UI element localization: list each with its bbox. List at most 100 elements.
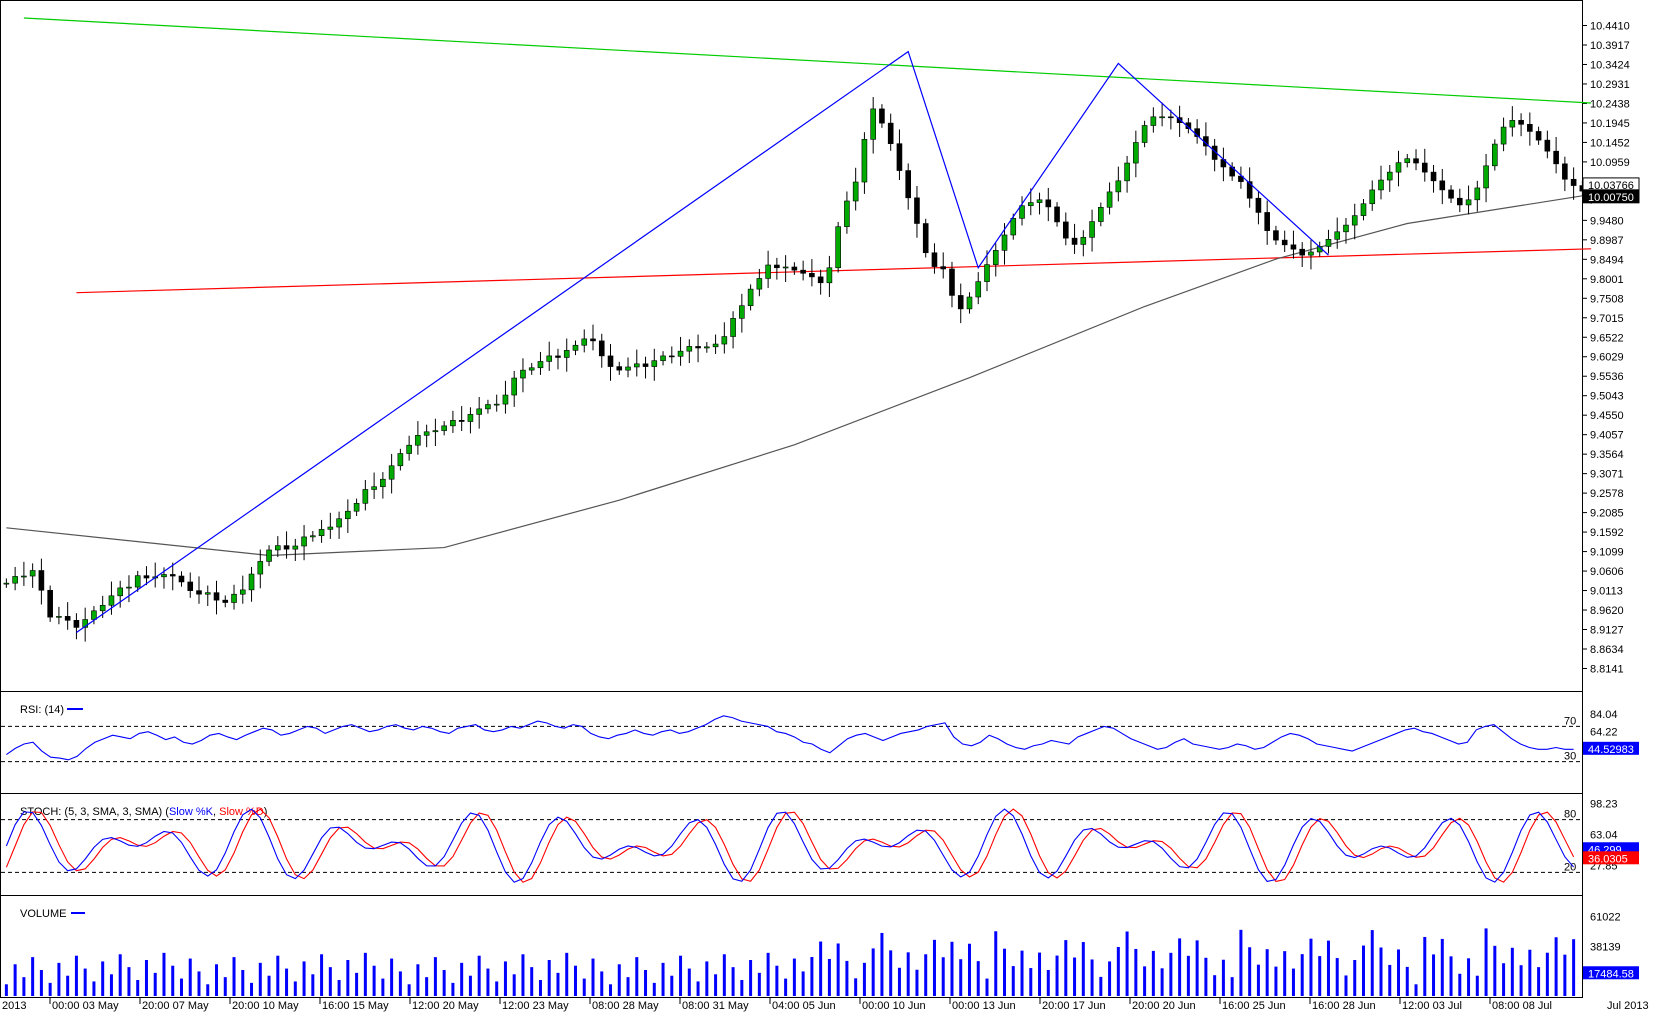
volume-bar	[250, 982, 254, 996]
time-tick-label: 20:00 20 Jun	[1132, 1000, 1196, 1012]
time-axis: 2013 00:00 03 May 20:00 07 May 20:00 10 May…	[2, 998, 1649, 1012]
rsi-line	[6, 715, 1574, 761]
volume-bar	[1020, 950, 1024, 996]
volume-bar	[1169, 952, 1173, 996]
volume-bar	[1537, 967, 1541, 996]
candle-body	[1281, 239, 1288, 246]
candle-body	[1378, 179, 1384, 191]
volume-bar	[784, 978, 788, 996]
volume-bar	[1528, 949, 1532, 996]
candle-body	[257, 561, 264, 575]
candle-body	[809, 273, 815, 278]
candle-body	[397, 453, 404, 467]
volume-bar	[827, 958, 831, 996]
candle-body	[651, 360, 658, 367]
candle-body	[1421, 162, 1428, 173]
candle-body	[1124, 162, 1130, 182]
time-tick-label: 00:00 13 Jun	[952, 1000, 1016, 1012]
rsi-level-label: 70	[1564, 715, 1576, 727]
volume-bar	[31, 957, 35, 996]
volume-bar	[530, 967, 534, 996]
price-tick-label: 9.8494	[1590, 254, 1624, 266]
time-tick-label: 08:00 08 Jul	[1492, 1000, 1552, 1012]
volume-bar	[416, 964, 420, 996]
volume-bar	[740, 980, 744, 996]
candle-body	[231, 593, 237, 603]
stoch-level-label: 20	[1564, 861, 1576, 873]
candle-body	[984, 264, 990, 282]
stoch-k-line	[5, 808, 1575, 883]
candle-body	[161, 574, 167, 578]
volume-bar	[1563, 954, 1567, 996]
volume-bar	[1397, 949, 1401, 996]
candle-body	[353, 503, 360, 512]
candle-body	[91, 610, 97, 620]
volume-bar	[950, 941, 954, 996]
time-tick-label: 08:00 28 May	[592, 1000, 659, 1012]
price-tick-label: 9.9480	[1590, 215, 1624, 227]
volume-bar	[1274, 966, 1278, 996]
price-tick-label: 8.8634	[1590, 644, 1624, 656]
rsi-tick-label: 84.04	[1590, 709, 1618, 721]
price-tick-label: 9.0606	[1590, 566, 1624, 578]
volume-bar	[127, 967, 131, 996]
volume-bar	[1151, 950, 1155, 996]
price-tick-label: 10.3917	[1590, 40, 1630, 52]
volume-bar	[538, 980, 542, 996]
volume-bar	[915, 969, 919, 996]
volume-bar	[22, 977, 26, 996]
volume-bar	[328, 967, 332, 996]
volume-bar	[792, 958, 796, 996]
time-tick-label: 20:00 17 Jun	[1042, 1000, 1106, 1012]
candle-body	[371, 486, 377, 490]
volume-bar	[13, 964, 17, 996]
volume-bar	[1388, 964, 1392, 996]
candle-body	[1115, 180, 1122, 193]
candle-body	[887, 122, 894, 144]
volume-bar	[4, 984, 8, 996]
candle-body	[1325, 239, 1332, 247]
volume-bar	[1554, 937, 1558, 996]
candle-body	[274, 545, 281, 551]
candle-body	[117, 587, 123, 597]
moving-average	[6, 195, 1583, 557]
volume-bar	[1475, 975, 1479, 996]
time-tick-label: 16:00 25 Jun	[1222, 1000, 1286, 1012]
volume-bar	[451, 982, 455, 996]
candle-body	[966, 296, 973, 310]
volume-bar	[1449, 956, 1453, 996]
candle-body	[143, 575, 150, 579]
candle-body	[905, 170, 912, 199]
candle-body	[1369, 189, 1376, 205]
volume-last-box	[1583, 966, 1639, 980]
candle-body	[835, 226, 841, 269]
time-tick-label: 00:00 03 May	[52, 1000, 119, 1012]
last-price-label: 10.00750	[1588, 192, 1634, 204]
volume-bar	[372, 965, 376, 996]
candle-body	[756, 278, 763, 290]
volume-bar	[871, 948, 875, 996]
candle-body	[852, 181, 859, 202]
volume-bar	[924, 954, 928, 996]
candle-body	[791, 266, 798, 271]
stoch-level-label: 80	[1564, 809, 1576, 821]
candle-body	[1010, 218, 1017, 236]
candle-body	[388, 465, 395, 480]
candle-body	[283, 545, 290, 550]
volume-bar	[1502, 963, 1506, 996]
candle-body	[739, 305, 745, 319]
candle-body	[187, 581, 194, 591]
candle-body	[870, 108, 876, 140]
trendlines	[23, 17, 1592, 294]
volume-bar	[1125, 931, 1129, 996]
volume-bar	[1038, 952, 1042, 996]
last-price-label: 10.03766	[1588, 180, 1634, 192]
candle-body	[511, 377, 518, 396]
volume-bar	[1458, 973, 1462, 996]
volume-bar	[600, 971, 604, 996]
volume-bar	[57, 962, 61, 996]
candle-body	[406, 444, 412, 454]
volume-bar	[302, 961, 306, 996]
volume-bar	[967, 943, 971, 996]
